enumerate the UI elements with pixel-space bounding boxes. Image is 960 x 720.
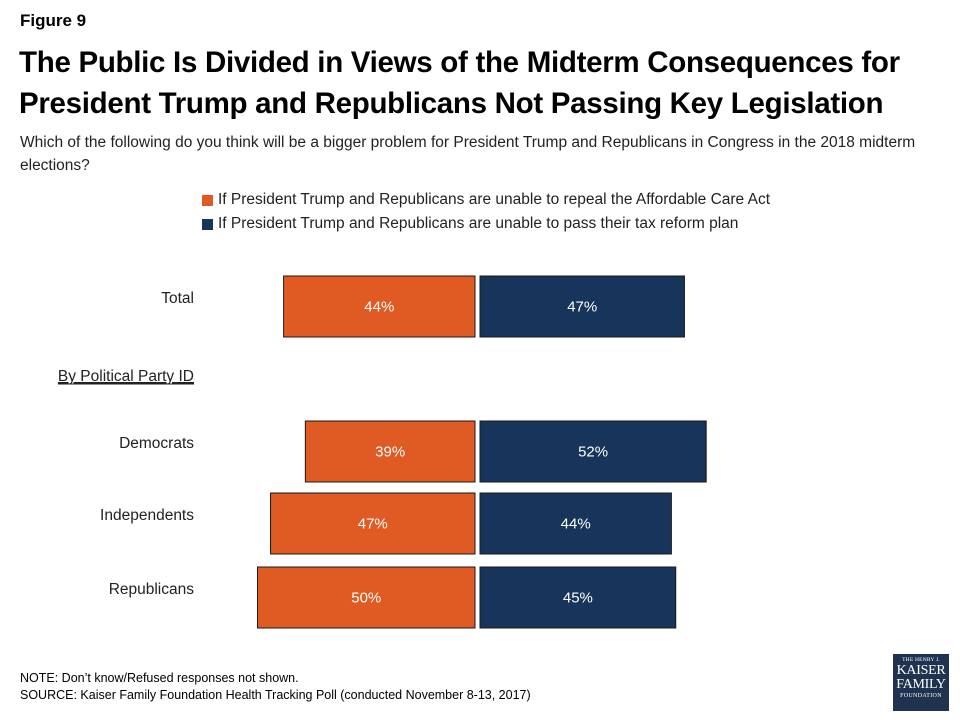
logo-line-2: KAISER xyxy=(896,663,946,678)
bar-aca-democrats xyxy=(304,420,476,483)
data-label-tax-democrats: 52% xyxy=(578,444,608,461)
data-label-tax-total: 47% xyxy=(567,299,597,316)
legend: If President Trump and Republicans are u… xyxy=(202,188,770,236)
bar-aca-republicans xyxy=(257,566,476,629)
chart-subtitle: Which of the following do you think will… xyxy=(20,134,916,174)
bar-tax-independents xyxy=(479,492,672,555)
chart-title: The Public Is Divided in Views of the Mi… xyxy=(19,46,900,120)
legend-label-aca: If President Trump and Republicans are u… xyxy=(218,191,771,208)
bar-aca-total xyxy=(283,275,476,338)
legend-item-tax: If President Trump and Republicans are u… xyxy=(202,212,770,236)
legend-swatch-tax xyxy=(202,218,213,230)
logo-line-1: THE HENRY J. xyxy=(902,657,940,663)
bar-tax-total xyxy=(479,275,685,338)
category-label-democrats: Democrats xyxy=(119,435,194,452)
legend-item-aca: If President Trump and Republicans are u… xyxy=(202,188,770,212)
data-label-tax-independents: 44% xyxy=(561,516,591,533)
bar-tax-republicans xyxy=(479,566,677,629)
logo-line-4: FOUNDATION xyxy=(900,693,942,699)
bar-tax-democrats xyxy=(479,420,707,483)
category-label-total: Total xyxy=(161,290,194,307)
group-header: By Political Party ID xyxy=(58,368,194,385)
legend-swatch-aca xyxy=(202,194,213,206)
bar-aca-independents xyxy=(270,492,476,555)
legend-label-tax: If President Trump and Republicans are u… xyxy=(218,215,739,232)
category-label-republicans: Republicans xyxy=(109,581,195,598)
logo-line-3: FAMILY xyxy=(896,677,946,692)
footer-note: NOTE: Don’t know/Refused responses not s… xyxy=(20,671,299,685)
category-label-independents: Independents xyxy=(100,507,194,524)
data-label-aca-democrats: 39% xyxy=(375,444,405,461)
footer: NOTE: Don’t know/Refused responses not s… xyxy=(20,670,531,704)
data-label-tax-republicans: 45% xyxy=(563,590,593,607)
data-label-aca-republicans: 50% xyxy=(351,590,381,607)
data-label-aca-total: 44% xyxy=(364,299,394,316)
figure-label: Figure 9 xyxy=(20,11,87,30)
footer-source: SOURCE: Kaiser Family Foundation Health … xyxy=(20,688,531,702)
data-label-aca-independents: 47% xyxy=(358,516,388,533)
kff-logo: THE HENRY J. KAISER FAMILY FOUNDATION xyxy=(893,654,949,711)
